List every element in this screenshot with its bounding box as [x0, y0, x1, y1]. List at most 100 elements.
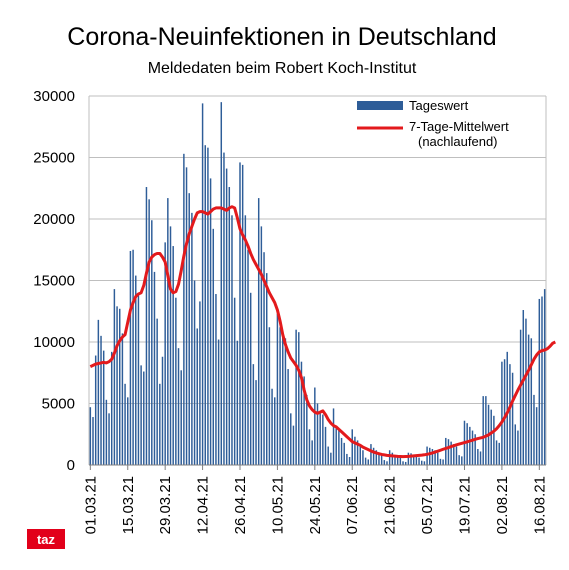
bar: [100, 335, 102, 465]
bar: [169, 226, 172, 465]
bar: [236, 340, 239, 465]
legend-label-bars: Tageswert: [409, 98, 469, 113]
bar: [228, 187, 231, 465]
x-tick-label: 16.08.21: [531, 476, 548, 534]
bar: [543, 289, 546, 465]
x-tick-label: 01.03.21: [82, 476, 99, 534]
bar: [442, 459, 444, 465]
bar: [522, 310, 525, 465]
bar: [145, 187, 148, 465]
bar: [137, 295, 140, 465]
x-tick-label: 15.03.21: [120, 476, 137, 534]
bar: [119, 308, 121, 465]
bar: [193, 280, 196, 465]
bar: [431, 449, 434, 465]
x-axis-ticks: 01.03.21 15.03.21 29.03.21 12.04.21 26.04.21…: [82, 476, 569, 534]
y-tick-label: 25000: [33, 150, 75, 167]
bar: [148, 199, 150, 465]
x-tick-label: 07.06.21: [344, 476, 361, 534]
bar: [196, 328, 198, 465]
bar: [274, 397, 276, 465]
bar: [185, 167, 188, 465]
bar: [474, 434, 476, 465]
bar: [410, 453, 412, 465]
bar: [116, 306, 118, 465]
bar: [511, 372, 514, 465]
bar: [335, 425, 337, 465]
y-tick-label: 30000: [33, 88, 75, 105]
bar: [249, 292, 252, 465]
bar: [201, 103, 204, 465]
taz-logo-text: taz: [37, 532, 56, 547]
taz-logo-background: [27, 529, 65, 549]
bar: [332, 408, 335, 465]
x-tick-label: 24.05.21: [307, 476, 324, 534]
chart-title: Corona-Neuinfektionen in Deutschland: [67, 23, 496, 51]
bar: [127, 397, 129, 465]
bar: [306, 394, 308, 465]
bar: [308, 429, 311, 465]
bar: [180, 370, 182, 465]
bar: [370, 444, 372, 465]
bar: [330, 452, 332, 465]
bar: [343, 442, 345, 465]
bar: [212, 228, 215, 465]
bar: [412, 455, 415, 465]
bar: [533, 394, 535, 465]
bar: [188, 193, 190, 466]
bar: [372, 447, 375, 465]
bar: [231, 215, 233, 465]
bar: [105, 399, 108, 465]
bar: [209, 178, 212, 465]
bar: [471, 430, 474, 465]
bar: [517, 430, 519, 465]
legend-swatch-bars: [357, 101, 403, 110]
bar: [485, 396, 487, 465]
bar: [257, 198, 260, 465]
bar: [437, 452, 439, 465]
bar: [541, 296, 543, 465]
bar: [418, 457, 420, 465]
bar: [159, 383, 161, 465]
bar: [327, 446, 329, 465]
bar: [396, 456, 399, 465]
bar: [447, 439, 450, 465]
bar: [535, 407, 538, 465]
bar: [94, 355, 97, 465]
bar: [506, 351, 508, 465]
bar: [215, 294, 217, 465]
bar: [423, 461, 426, 465]
y-tick-label: 0: [67, 457, 75, 474]
bar: [378, 453, 380, 465]
bar: [239, 162, 241, 466]
bar: [143, 371, 145, 465]
bar: [220, 102, 223, 466]
bar: [244, 215, 247, 465]
bar: [223, 152, 225, 465]
bar: [493, 415, 495, 465]
bar: [482, 396, 484, 465]
bar: [314, 387, 316, 465]
bar: [156, 318, 158, 465]
bar: [501, 361, 503, 465]
moving-average-line: [89, 205, 556, 459]
y-tick-label: 15000: [33, 273, 75, 290]
bar: [509, 364, 511, 465]
bar: [383, 460, 386, 465]
x-tick-label: 29.03.21: [157, 476, 174, 534]
y-axis-ticks: 0 5000 10000 15000 20000 25000 30000: [33, 88, 75, 474]
bar: [298, 332, 300, 465]
bar: [204, 145, 206, 465]
bar: [303, 376, 305, 465]
bar: [461, 456, 463, 465]
x-tick-label: 05.07.21: [419, 476, 436, 534]
bar: [276, 313, 279, 465]
bar: [132, 249, 134, 465]
bar: [252, 364, 255, 465]
bar: [364, 457, 367, 465]
bar: [121, 333, 124, 465]
bar: [394, 455, 396, 465]
bar: [183, 153, 185, 465]
bar: [282, 334, 284, 465]
bar: [351, 429, 353, 465]
